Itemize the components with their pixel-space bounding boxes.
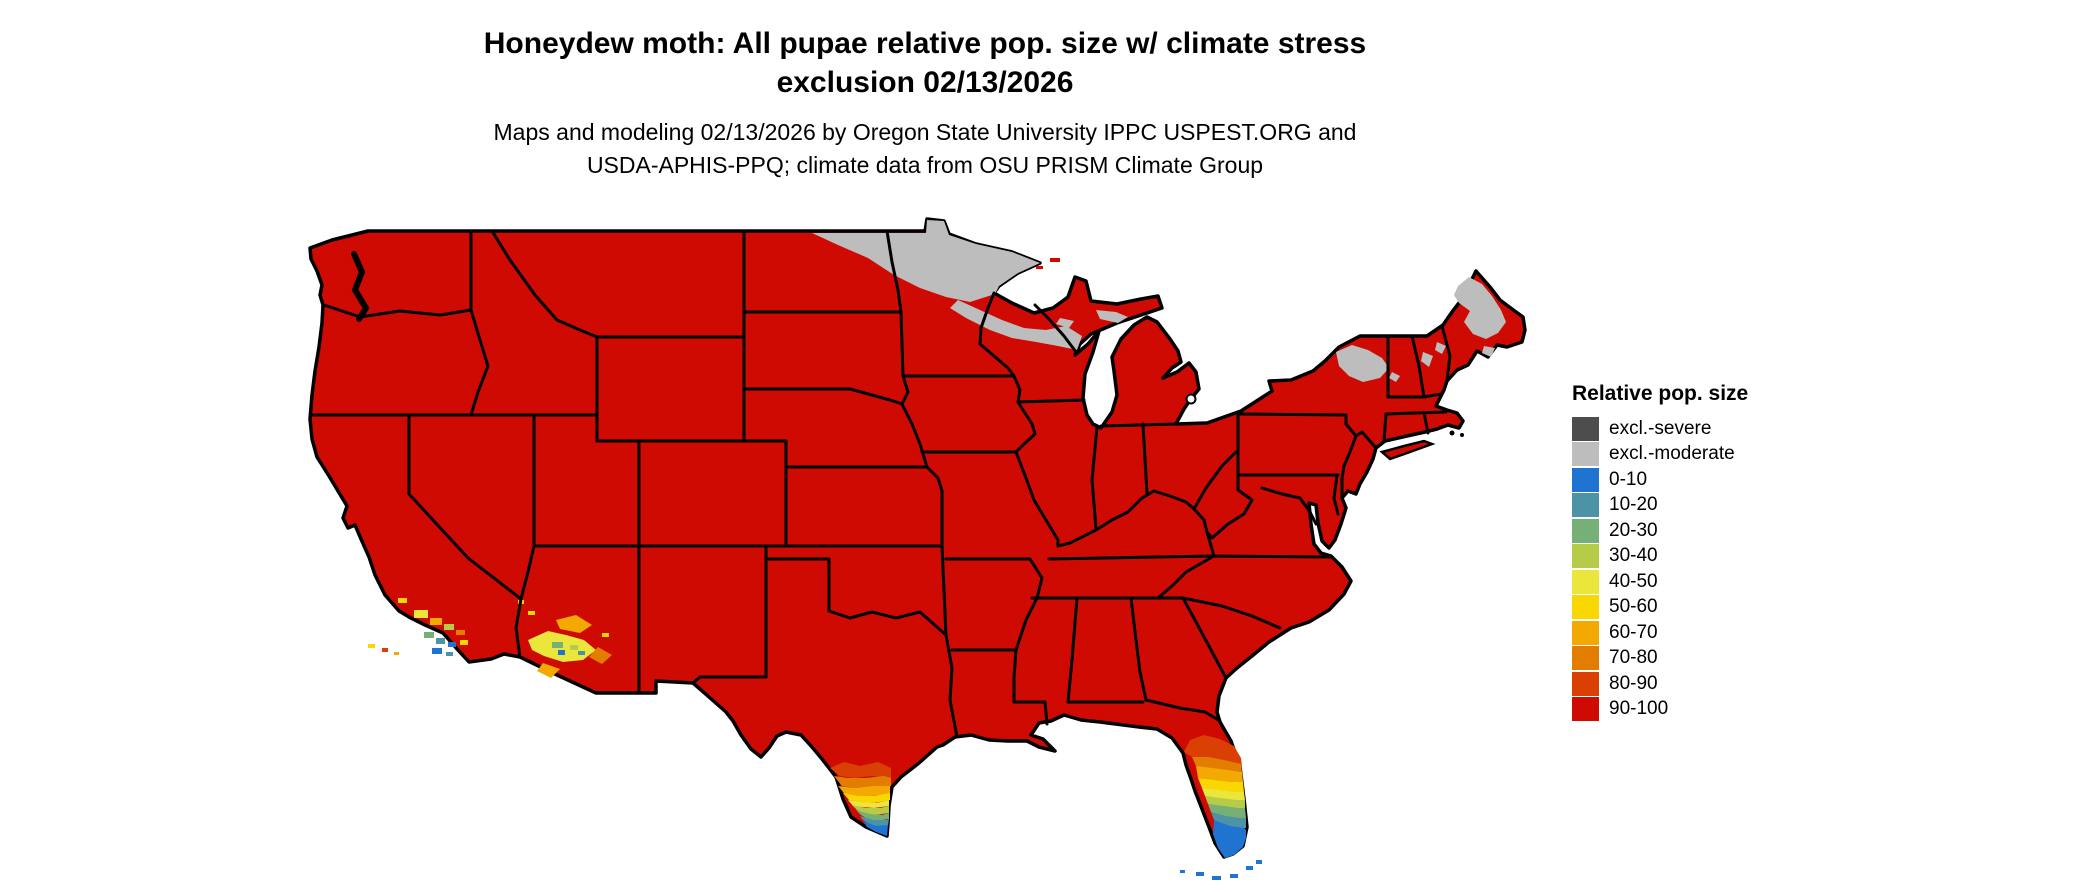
- legend-label-70-80: 70-80: [1609, 647, 1658, 669]
- lake-st-clair: [1185, 393, 1197, 405]
- legend-label-0-10: 0-10: [1609, 468, 1648, 490]
- region-gradient-south-texas: [830, 762, 891, 836]
- legend-item-excl-severe: excl.-severe: [1572, 416, 1832, 442]
- legend-label-excl-severe: excl.-severe: [1609, 417, 1712, 439]
- marthas-vineyard-icon: [1449, 430, 1455, 436]
- map-land: [308, 217, 1527, 859]
- map-title-line2: exclusion 02/13/2026: [776, 66, 1074, 99]
- state-borders: [310, 229, 1452, 739]
- legend-item-40-50: 40-50: [1572, 569, 1832, 595]
- legend-swatch-30-40: [1572, 544, 1599, 569]
- legend-item-80-90: 80-90: [1572, 671, 1832, 697]
- legend-label-90-100: 90-100: [1609, 698, 1669, 720]
- legend-swatch-10-20: [1572, 493, 1599, 518]
- legend-swatch-50-60: [1572, 595, 1599, 620]
- legend-items: excl.-severe excl.-moderate 0-10 10-20 20-30…: [1572, 416, 1832, 722]
- legend-label-20-30: 20-30: [1609, 519, 1658, 541]
- legend-swatch-20-30: [1572, 518, 1599, 543]
- legend-item-20-30: 20-30: [1572, 518, 1832, 544]
- legend-label-80-90: 80-90: [1609, 672, 1658, 694]
- nantucket-icon: [1460, 433, 1464, 437]
- map-subtitle: Maps and modeling 02/13/2026 by Oregon S…: [305, 116, 1545, 182]
- legend-item-10-20: 10-20: [1572, 493, 1832, 519]
- region-excl-moderate-northeast: [1336, 277, 1506, 382]
- legend-item-60-70: 60-70: [1572, 620, 1832, 646]
- legend-label-50-60: 50-60: [1609, 596, 1658, 618]
- legend-swatch-80-90: [1572, 671, 1599, 696]
- isle-royale: [1036, 258, 1060, 269]
- puget-sound: [351, 251, 370, 322]
- legend-label-10-20: 10-20: [1609, 494, 1658, 516]
- region-gradient-south-florida: [1184, 735, 1246, 858]
- legend-swatch-40-50: [1572, 569, 1599, 594]
- region-florida-keys: [1180, 860, 1262, 880]
- map-subtitle-line1: Maps and modeling 02/13/2026 by Oregon S…: [493, 119, 1357, 145]
- region-mixed-southern-arizona: [518, 600, 612, 678]
- legend-item-70-80: 70-80: [1572, 646, 1832, 672]
- legend-swatch-60-70: [1572, 620, 1599, 645]
- long-island: [1379, 439, 1436, 461]
- legend-swatch-70-80: [1572, 646, 1599, 671]
- legend-swatch-0-10: [1572, 467, 1599, 492]
- legend-item-50-60: 50-60: [1572, 595, 1832, 621]
- legend-item-30-40: 30-40: [1572, 544, 1832, 570]
- map-subtitle-line2: USDA-APHIS-PPQ; climate data from OSU PR…: [586, 152, 1264, 178]
- legend-item-0-10: 0-10: [1572, 467, 1832, 493]
- legend-label-60-70: 60-70: [1609, 621, 1658, 643]
- legend-item-excl-moderate: excl.-moderate: [1572, 442, 1832, 468]
- legend-label-40-50: 40-50: [1609, 570, 1658, 592]
- legend: Relative pop. size excl.-severe excl.-mod…: [1572, 382, 1832, 722]
- legend-label-30-40: 30-40: [1609, 545, 1658, 567]
- region-mixed-southern-california: [368, 598, 468, 656]
- region-excl-moderate-north: [812, 220, 1128, 350]
- legend-swatch-excl-moderate: [1572, 442, 1599, 467]
- legend-label-excl-moderate: excl.-moderate: [1609, 443, 1735, 465]
- legend-title: Relative pop. size: [1572, 382, 1749, 405]
- map-title-line1: Honeydew moth: All pupae relative pop. s…: [483, 27, 1367, 60]
- legend-swatch-excl-severe: [1572, 416, 1599, 441]
- legend-item-90-100: 90-100: [1572, 697, 1832, 723]
- legend-swatch-90-100: [1572, 697, 1599, 722]
- map-title: Honeydew moth: All pupae relative pop. s…: [305, 24, 1545, 102]
